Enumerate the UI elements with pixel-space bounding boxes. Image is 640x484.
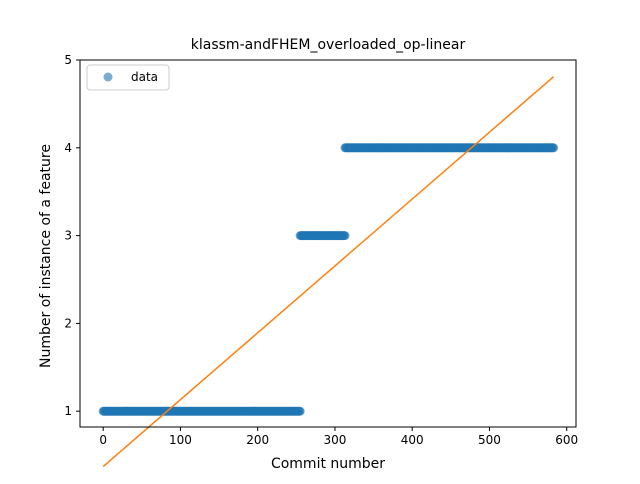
x-tick-label: 400 bbox=[401, 433, 424, 447]
legend-box bbox=[86, 64, 170, 91]
data-point bbox=[549, 143, 559, 153]
legend-marker-data bbox=[103, 72, 113, 82]
x-tick-label: 100 bbox=[169, 433, 192, 447]
x-tick-label: 500 bbox=[478, 433, 501, 447]
fit-line-segment bbox=[102, 76, 555, 468]
data-points bbox=[98, 143, 559, 416]
x-axis-ticks: 0 100 200 300 400 500 600 bbox=[99, 427, 578, 447]
x-tick-label: 0 bbox=[99, 433, 107, 447]
x-tick-label: 600 bbox=[555, 433, 578, 447]
y-tick-label: 5 bbox=[64, 53, 72, 67]
axes bbox=[79, 59, 577, 428]
x-tick-label: 200 bbox=[246, 433, 269, 447]
y-tick-label: 2 bbox=[64, 316, 72, 330]
y-tick-label: 1 bbox=[64, 404, 72, 418]
y-axis-label: Number of instance of a feature bbox=[38, 144, 54, 368]
legend: data bbox=[86, 64, 170, 91]
x-axis-label: Commit number bbox=[271, 456, 385, 472]
axes-frame bbox=[79, 59, 577, 428]
y-axis-ticks: 1 2 3 4 5 bbox=[64, 53, 80, 418]
data-point bbox=[340, 231, 350, 241]
y-tick-label: 4 bbox=[64, 141, 72, 155]
x-tick-label: 300 bbox=[324, 433, 347, 447]
data-point bbox=[295, 406, 305, 416]
fit-line bbox=[102, 76, 555, 468]
y-tick-label: 3 bbox=[64, 229, 72, 243]
chart-title: klassm-andFHEM_overloaded_op-linear bbox=[191, 37, 466, 53]
legend-label-data: data bbox=[131, 70, 158, 84]
